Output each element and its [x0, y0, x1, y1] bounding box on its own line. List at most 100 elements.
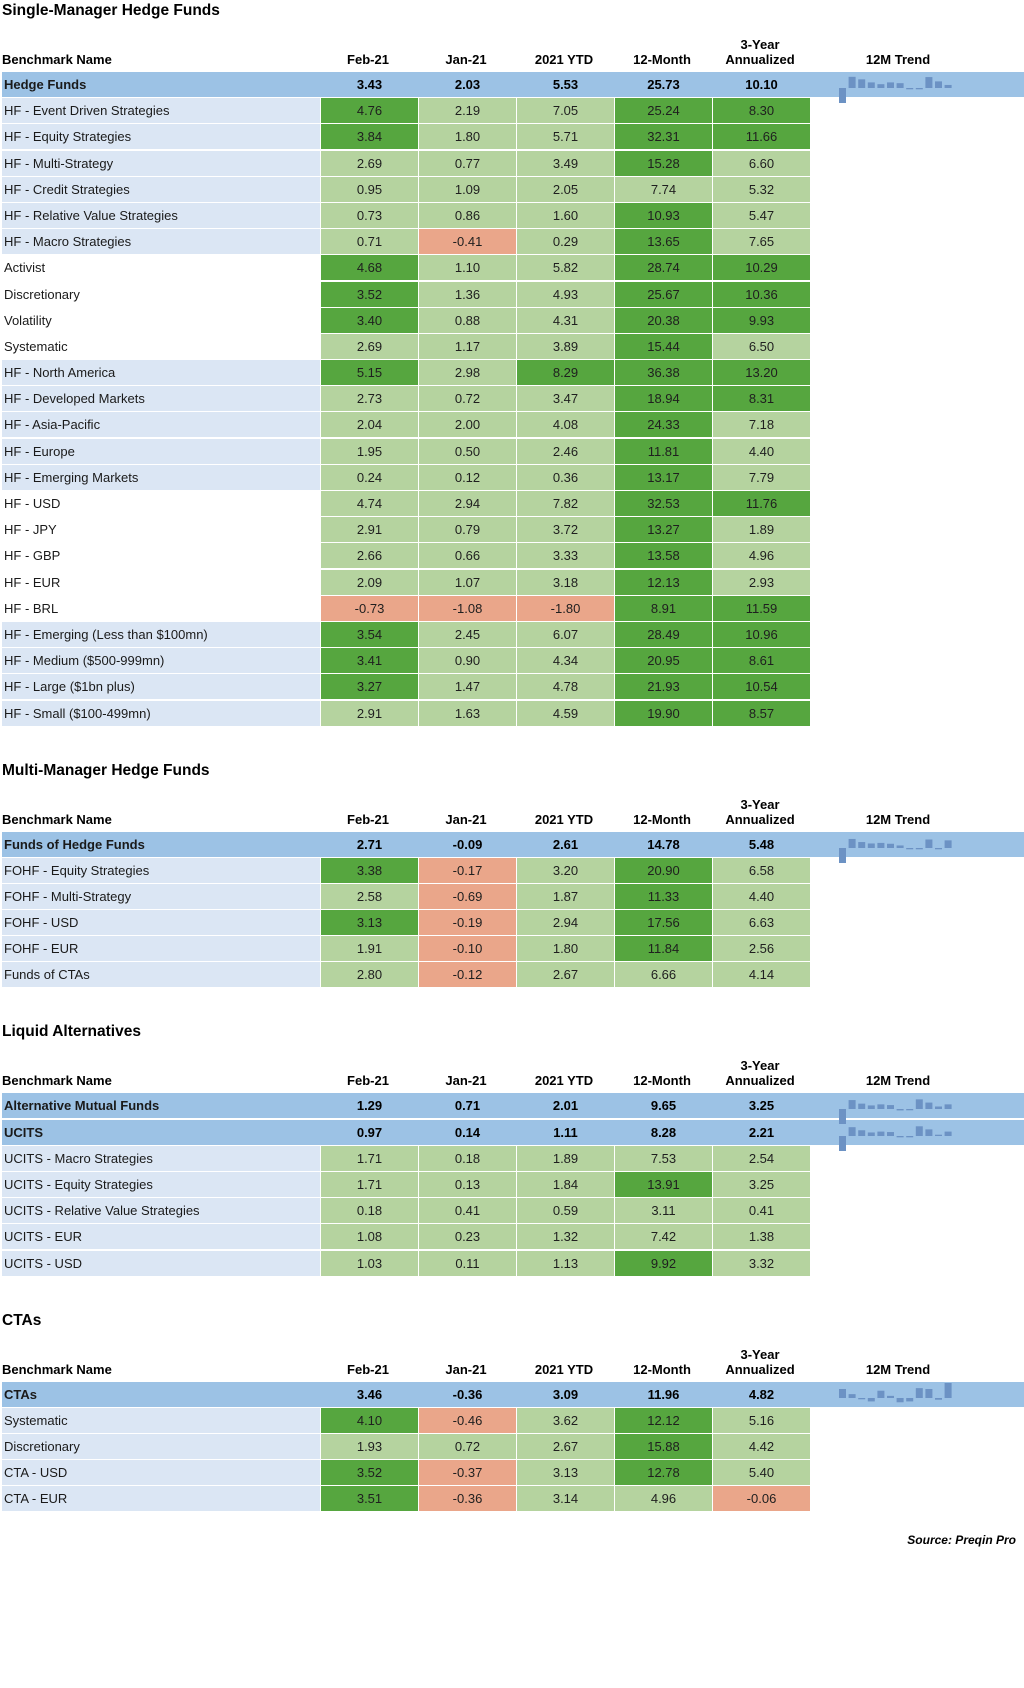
source-note: Source: Preqin Pro: [907, 1533, 1016, 1548]
table-row: CTA - USD 3.52 -0.37 3.13 12.78 5.40: [2, 1460, 1024, 1486]
value-cell: 0.97: [356, 1124, 383, 1140]
value-cell: 11.33: [615, 883, 712, 909]
trend-slot: [835, 1434, 985, 1459]
value-cell: 21.93: [615, 674, 712, 700]
value-cell: 0.95: [321, 176, 418, 202]
value-cell: 2.67: [517, 962, 614, 988]
value-cell: 1.29: [356, 1098, 383, 1114]
value-cell: 1.71: [321, 1145, 418, 1171]
benchmark-name-header: Benchmark Name: [2, 1073, 112, 1089]
value-cell: 3.13: [321, 910, 418, 936]
trend-slot: [835, 124, 985, 149]
table-row: HF - JPY 2.91 0.79 3.72 13.27 1.89: [2, 517, 1024, 543]
value-cell: 7.53: [615, 1145, 712, 1171]
value-cell: 1.80: [517, 936, 614, 962]
column-header: Jan-21: [445, 52, 487, 67]
value-cell: 4.93: [517, 281, 614, 307]
value-cell: 2.73: [321, 386, 418, 412]
value-cell: 12.13: [615, 569, 712, 595]
value-cell: 3.43: [356, 77, 383, 92]
value-cell: 1.89: [713, 517, 810, 543]
value-cell: 1.11: [553, 1124, 578, 1140]
value-cell: 2.54: [713, 1145, 810, 1171]
value-cell: -0.41: [419, 229, 516, 255]
value-cell: 7.79: [713, 464, 810, 490]
column-header: 2021 YTD: [534, 52, 594, 67]
table-row: Alternative Mutual Funds 1.29 0.71 2.01 9.65…: [2, 1093, 1024, 1125]
value-cell: 2.03: [454, 77, 481, 92]
trend-slot: [835, 360, 985, 385]
table-row: HF - Emerging (Less than $100mn) 3.54 2.45…: [2, 621, 1024, 647]
value-cell: 1.63: [419, 700, 516, 726]
value-cell: 15.44: [615, 333, 712, 359]
section: CTAs Benchmark Name Feb-21 Jan-21 2021 YTD 12…: [2, 1312, 1024, 1512]
value-cell: 0.90: [419, 648, 516, 674]
value-cell: 3.54: [321, 621, 418, 647]
value-cell: 18.94: [615, 386, 712, 412]
value-cell: 7.42: [615, 1224, 712, 1250]
value-cell: 4.14: [713, 962, 810, 988]
trend-slot: [835, 884, 985, 909]
table-row: UCITS - Relative Value Strategies 0.18 0.4…: [2, 1198, 1024, 1224]
value-cell: 1.60: [517, 202, 614, 228]
value-cell: 13.17: [615, 464, 712, 490]
trend-slot: [835, 412, 985, 437]
row-label: UCITS - USD: [2, 1250, 320, 1276]
value-cell: 2.91: [321, 700, 418, 726]
value-cell: 5.82: [517, 255, 614, 281]
row-label: HF - EUR: [2, 569, 320, 595]
table-row: UCITS - Equity Strategies 1.71 0.13 1.84 13.…: [2, 1172, 1024, 1197]
section: Multi-Manager Hedge Funds Benchmark Name F…: [2, 762, 1024, 988]
column-header: 12-Month: [633, 811, 691, 827]
value-cell: 13.27: [615, 517, 712, 543]
row-label: FOHF - USD: [2, 910, 320, 936]
value-cell: 2.00: [419, 412, 516, 438]
trend-slot: [835, 1120, 985, 1151]
table-row: UCITS - EUR 1.08 0.23 1.32 7.42 1.38: [2, 1224, 1024, 1250]
value-cell: 10.96: [713, 621, 810, 647]
column-header: 2021 YTD: [534, 1361, 594, 1377]
row-label: Volatility: [2, 307, 320, 333]
table-row: HF - Large ($1bn plus) 3.27 1.47 4.78 21.93 1…: [2, 674, 1024, 700]
value-cell: 15.28: [615, 150, 712, 176]
row-label: HF - Developed Markets: [2, 386, 320, 412]
value-cell: 0.41: [713, 1198, 810, 1224]
trend-slot: [835, 1093, 985, 1125]
value-cell: 10.10: [745, 77, 778, 92]
trend-slot: [835, 1172, 985, 1197]
trend-slot: [835, 334, 985, 359]
value-cell: 25.67: [615, 281, 712, 307]
trend-slot: [835, 282, 985, 307]
value-cell: 7.05: [517, 98, 614, 124]
value-cell: 25.24: [615, 98, 712, 124]
column-header: 2021 YTD: [534, 1073, 594, 1089]
value-cell: 19.90: [615, 700, 712, 726]
value-cell: 3.27: [321, 674, 418, 700]
value-cell: 4.82: [748, 1386, 775, 1402]
trend-slot: [835, 1382, 985, 1407]
table-row: UCITS - Macro Strategies 1.71 0.18 1.89 7.53…: [2, 1145, 1024, 1171]
value-cell: 0.79: [419, 517, 516, 543]
column-header: Feb-21: [347, 811, 389, 827]
value-cell: 2.69: [321, 150, 418, 176]
table-header-row: Benchmark Name Feb-21 Jan-21 2021 YTD 12-Mon…: [2, 1345, 1024, 1379]
trend-column-header: 12M Trend: [865, 1073, 931, 1089]
trend-column-header: 12M Trend: [865, 52, 931, 67]
value-cell: 0.24: [321, 464, 418, 490]
value-cell: 4.10: [321, 1407, 418, 1433]
table-row: HF - GBP 2.66 0.66 3.33 13.58 4.96: [2, 543, 1024, 569]
value-cell: 13.65: [615, 229, 712, 255]
section-title: Liquid Alternatives: [2, 1023, 141, 1041]
trend-slot: [835, 910, 985, 935]
table-row: Volatility 3.40 0.88 4.31 20.38 9.93: [2, 307, 1024, 333]
trend-column-header: 12M Trend: [865, 1361, 931, 1377]
row-label: UCITS - Macro Strategies: [2, 1145, 320, 1171]
value-cell: -0.19: [419, 910, 516, 936]
trend-slot: [835, 465, 985, 490]
value-cell: 6.58: [713, 857, 810, 883]
value-cell: 4.68: [321, 255, 418, 281]
value-cell: 6.63: [713, 910, 810, 936]
value-cell: 8.28: [650, 1124, 677, 1140]
value-cell: 5.47: [713, 202, 810, 228]
trend-sparkline: [839, 76, 952, 103]
